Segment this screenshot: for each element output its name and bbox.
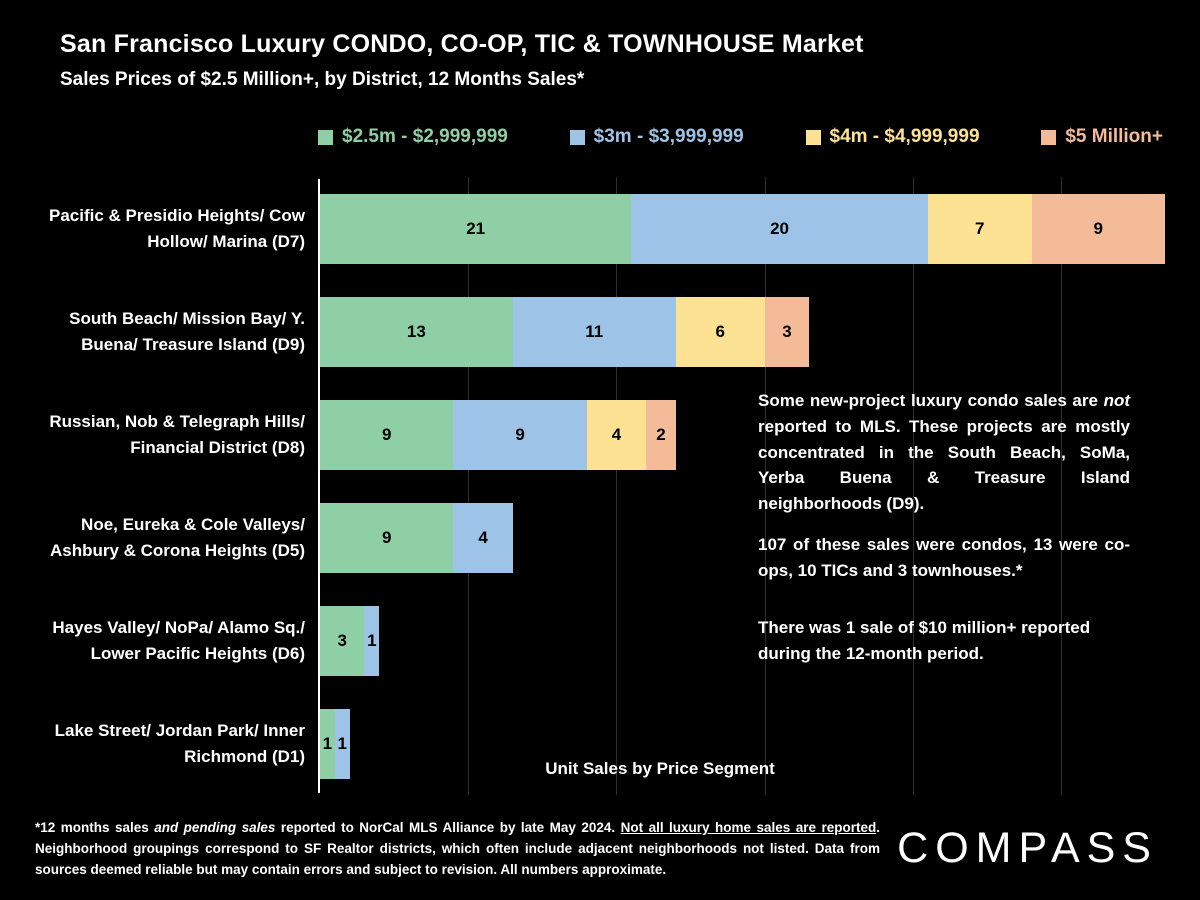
bar-value-label: 21 xyxy=(466,218,486,238)
bar-value-label: 1 xyxy=(322,733,333,753)
chart-row: 9 9 4 2 xyxy=(320,383,1165,486)
legend-item: $3m - $3,999,999 xyxy=(569,126,744,148)
compass-logo: COMPASS xyxy=(897,824,1158,872)
bar-segment: 3 xyxy=(320,605,365,676)
gridline xyxy=(468,177,470,795)
category-label: Noe, Eureka & Cole Valleys/ Ashbury & Co… xyxy=(49,515,305,560)
footnote-text: *12 months sales xyxy=(35,820,155,835)
y-axis-line xyxy=(318,179,320,793)
annotation-paragraph: There was 1 sale of $10 million+ reporte… xyxy=(758,617,1091,663)
bar-value-label: 4 xyxy=(478,527,488,547)
legend-swatch xyxy=(1041,129,1057,145)
bar-value-label: 20 xyxy=(770,218,790,238)
gridline xyxy=(912,177,914,795)
footnote-text-underline: Not all luxury home sales are reported xyxy=(620,820,877,835)
category-label: Russian, Nob & Telegraph Hills/ Financia… xyxy=(49,412,305,457)
legend-swatch xyxy=(805,129,821,145)
annotation-text: reported to MLS. These projects are most… xyxy=(758,416,1130,514)
bar-segment: 4 xyxy=(453,502,513,573)
legend-item: $5 Million+ xyxy=(1041,126,1163,148)
legend-label: $2.5m - $2,999,999 xyxy=(342,126,508,147)
bar-value-label: 7 xyxy=(974,218,985,238)
legend-swatch xyxy=(569,129,585,145)
footnote-text-italic: and pending sales xyxy=(154,820,276,835)
bar-segment: 1 xyxy=(364,605,380,676)
bar-segment: 11 xyxy=(512,296,676,367)
legend: $2.5m - $2,999,999 $3m - $3,999,999 $4m - … xyxy=(318,126,1163,148)
bar-segment: 2 xyxy=(646,399,676,470)
bar-value-label: 9 xyxy=(381,527,392,547)
bar-segment: 1 xyxy=(334,708,350,779)
bar-value-label: 3 xyxy=(782,321,792,341)
legend-item: $4m - $4,999,999 xyxy=(805,126,980,148)
chart-row: 21 20 7 9 xyxy=(320,177,1165,280)
gridline xyxy=(764,177,766,795)
gridline xyxy=(616,177,618,795)
footnote-text: reported to NorCal MLS Alliance by late … xyxy=(275,820,621,835)
bar-value-label: 11 xyxy=(585,321,604,341)
chart-title: San Francisco Luxury CONDO, CO-OP, TIC &… xyxy=(60,30,864,58)
legend-swatch xyxy=(318,129,333,145)
chart-row: 13 11 6 3 xyxy=(320,280,1165,383)
annotation-paragraph: 107 of these sales were condos, 13 were … xyxy=(758,535,1130,580)
chart-subtitle: Sales Prices of $2.5 Million+, by Distri… xyxy=(60,69,585,90)
footnote-text: . Neighborhood groupings correspond to S… xyxy=(35,820,880,877)
bar-value-label: 9 xyxy=(1093,218,1103,238)
bar-segment: 9 xyxy=(320,502,454,573)
bar-segment: 6 xyxy=(675,296,765,367)
annotation-paragraph: Some new-project luxury condo sales are … xyxy=(758,388,1130,517)
bar-segment: 9 xyxy=(1031,193,1165,264)
bar-segment: 9 xyxy=(320,399,454,470)
stacked-bar: 21 20 7 9 xyxy=(320,193,1165,264)
stacked-bar: 13 11 6 3 xyxy=(320,296,1165,367)
legend-label: $4m - $4,999,999 xyxy=(829,126,980,147)
gridline xyxy=(1061,177,1063,795)
bar-segment: 9 xyxy=(453,399,587,470)
annotation-text-italic: not xyxy=(1103,391,1130,410)
bar-value-label: 1 xyxy=(337,733,347,753)
category-label: South Beach/ Mission Bay/ Y. Buena/ Trea… xyxy=(69,309,305,354)
category-label: Hayes Valley/ NoPa/ Alamo Sq./ Lower Pac… xyxy=(52,618,305,663)
plot-area: 21 20 7 9 13 11 6 3 9 9 4 2 9 4 3 1 1 1 xyxy=(318,177,1165,795)
bar-value-label: 2 xyxy=(656,424,666,444)
bar-value-label: 13 xyxy=(406,321,426,341)
legend-label: $3m - $3,999,999 xyxy=(593,126,744,147)
legend-item: $2.5m - $2,999,999 xyxy=(318,126,508,148)
bar-segment: 4 xyxy=(586,399,647,470)
bar-segment: 3 xyxy=(764,296,810,367)
category-label: Lake Street/ Jordan Park/ Inner Richmond… xyxy=(54,721,305,766)
legend-label: $5 Million+ xyxy=(1065,126,1163,147)
bar-segment: 7 xyxy=(927,193,1032,264)
bar-value-label: 1 xyxy=(367,630,377,650)
bar-value-label: 6 xyxy=(715,321,725,341)
annotation-box: Some new-project luxury condo sales are … xyxy=(758,388,1130,666)
annotation-text: Some new-project luxury condo sales are xyxy=(758,391,1104,410)
bar-value-label: 9 xyxy=(515,424,525,444)
x-axis-title: Unit Sales by Price Segment xyxy=(545,759,775,778)
bar-segment: 20 xyxy=(631,193,928,264)
stacked-bar: 9 9 4 2 xyxy=(320,399,1165,470)
bar-value-label: 4 xyxy=(611,424,622,444)
category-label: Pacific & Presidio Heights/ Cow Hollow/ … xyxy=(48,206,305,251)
bar-segment: 1 xyxy=(320,708,335,779)
bar-segment: 21 xyxy=(320,193,632,264)
bar-value-label: 9 xyxy=(381,424,392,444)
category-labels: Pacific & Presidio Heights/ Cow Hollow/ … xyxy=(40,177,305,795)
footnote: *12 months sales and pending sales repor… xyxy=(35,818,880,881)
bar-segment: 13 xyxy=(320,296,513,367)
bar-value-label: 3 xyxy=(337,630,347,650)
